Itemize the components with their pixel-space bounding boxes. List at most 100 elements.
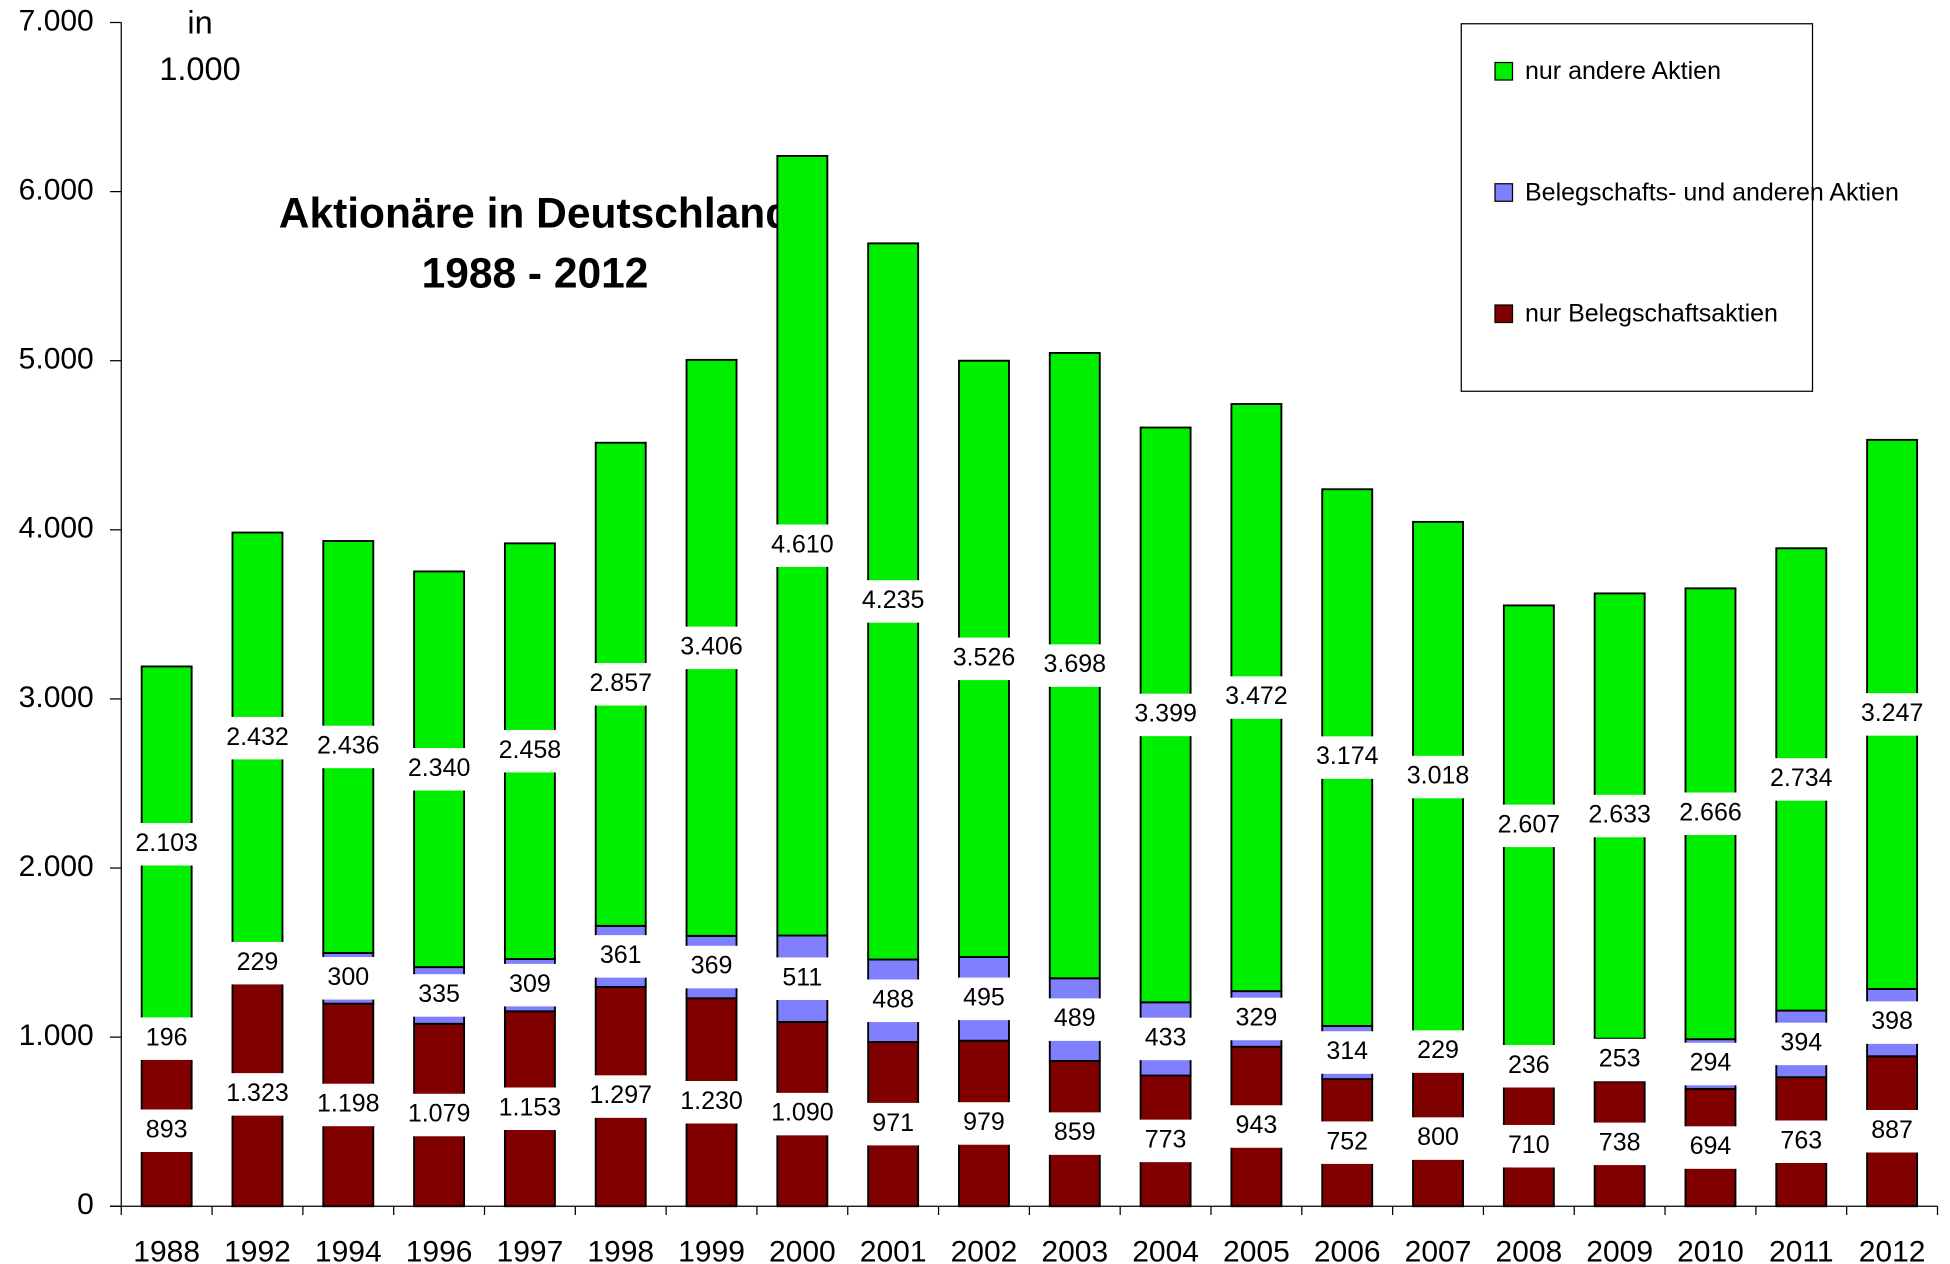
y-tick-label: 6.000 bbox=[19, 174, 94, 207]
data-label-bg bbox=[762, 957, 843, 1000]
data-label-bg bbox=[1307, 1121, 1388, 1164]
data-label-bg bbox=[1216, 1105, 1297, 1148]
data-label-bg bbox=[1125, 693, 1206, 737]
data-label: 3.018 bbox=[1407, 762, 1470, 790]
data-label-bg bbox=[1398, 755, 1479, 799]
data-label: 294 bbox=[1690, 1049, 1732, 1077]
data-label: 979 bbox=[963, 1108, 1005, 1136]
data-label-bg bbox=[1398, 1030, 1479, 1073]
data-label: 196 bbox=[146, 1023, 188, 1051]
data-label-bg bbox=[580, 935, 661, 978]
x-tick-label: 1994 bbox=[315, 1236, 382, 1264]
data-label-bg bbox=[943, 977, 1024, 1021]
data-label: 2.857 bbox=[589, 669, 652, 697]
y-tick-label: 5.000 bbox=[19, 343, 94, 376]
x-tick-label: 2006 bbox=[1314, 1236, 1381, 1264]
data-label-bg bbox=[1125, 1017, 1206, 1061]
data-label-bg bbox=[671, 626, 752, 670]
data-label: 309 bbox=[509, 970, 551, 998]
data-label: 3.247 bbox=[1861, 699, 1924, 727]
data-label: 2.436 bbox=[317, 732, 380, 760]
data-label-bg bbox=[217, 1073, 298, 1116]
data-label-bg bbox=[308, 957, 389, 1000]
legend-swatch bbox=[1494, 304, 1514, 324]
x-tick-label: 2003 bbox=[1041, 1236, 1108, 1264]
legend-swatch bbox=[1494, 183, 1514, 202]
y-tick-label: 2.000 bbox=[19, 850, 94, 883]
data-label-bg bbox=[1670, 1042, 1751, 1086]
data-label: 2.340 bbox=[408, 754, 471, 782]
data-label-bg bbox=[580, 663, 661, 706]
data-label: 1.090 bbox=[771, 1099, 834, 1127]
data-label-bg bbox=[489, 963, 570, 1007]
chart-title: Aktionäre in Deutschland bbox=[279, 190, 791, 237]
data-label-bg bbox=[126, 1017, 207, 1060]
x-tick-label: 2002 bbox=[951, 1236, 1018, 1264]
data-label-bg bbox=[853, 979, 934, 1023]
data-label-bg bbox=[399, 974, 480, 1017]
x-tick-label: 1992 bbox=[224, 1236, 291, 1264]
data-label: 2.432 bbox=[226, 723, 289, 751]
data-label: 1.153 bbox=[499, 1093, 562, 1121]
data-label-bg bbox=[217, 716, 298, 760]
x-tick-label: 2008 bbox=[1495, 1236, 1562, 1264]
data-label-bg bbox=[671, 945, 752, 989]
data-label-bg bbox=[489, 1087, 570, 1131]
data-label-bg bbox=[1852, 1110, 1933, 1153]
x-tick-label: 2011 bbox=[1769, 1236, 1834, 1264]
data-label: 1.297 bbox=[589, 1081, 652, 1109]
data-label: 433 bbox=[1145, 1024, 1187, 1052]
x-tick-label: 2012 bbox=[1859, 1236, 1926, 1264]
data-label-bg bbox=[1761, 1120, 1842, 1163]
data-label: 253 bbox=[1599, 1045, 1641, 1073]
unit-note: in bbox=[187, 5, 212, 41]
data-label: 752 bbox=[1326, 1127, 1368, 1155]
legend-box bbox=[1460, 23, 1814, 392]
data-label-bg bbox=[1398, 1117, 1479, 1160]
data-label: 488 bbox=[872, 985, 914, 1013]
x-tick-label: 1998 bbox=[587, 1236, 654, 1264]
data-label: 495 bbox=[963, 983, 1005, 1011]
data-label-bg bbox=[1761, 758, 1842, 801]
data-label-bg bbox=[1307, 736, 1388, 779]
data-label: 800 bbox=[1417, 1123, 1459, 1151]
data-label: 361 bbox=[600, 941, 642, 969]
chart-subtitle: 1988 - 2012 bbox=[422, 250, 649, 297]
data-label: 2.633 bbox=[1588, 801, 1651, 829]
data-label: 773 bbox=[1145, 1125, 1187, 1153]
data-label: 2.607 bbox=[1498, 810, 1561, 838]
data-label: 4.610 bbox=[771, 530, 834, 558]
data-label-bg bbox=[1670, 1126, 1751, 1169]
y-tick-label: 3.000 bbox=[19, 681, 94, 714]
x-tick-label: 2007 bbox=[1405, 1236, 1472, 1264]
data-label: 314 bbox=[1326, 1037, 1368, 1065]
data-label-bg bbox=[1125, 1119, 1206, 1163]
data-label: 3.472 bbox=[1225, 682, 1288, 710]
data-label: 1.079 bbox=[408, 1100, 471, 1128]
data-label: 335 bbox=[418, 980, 460, 1008]
x-tick-label: 2001 bbox=[860, 1236, 927, 1264]
data-label-bg bbox=[1761, 1022, 1842, 1066]
data-label: 971 bbox=[872, 1109, 914, 1137]
data-label: 2.458 bbox=[499, 736, 562, 764]
data-label: 694 bbox=[1690, 1132, 1732, 1160]
data-label: 3.174 bbox=[1316, 742, 1379, 770]
data-label: 229 bbox=[1417, 1036, 1459, 1064]
data-label: 3.399 bbox=[1134, 700, 1197, 728]
x-tick-label: 1997 bbox=[497, 1236, 564, 1264]
data-label-bg bbox=[399, 1093, 480, 1137]
data-label: 2.734 bbox=[1770, 764, 1833, 792]
data-label-bg bbox=[1488, 1124, 1569, 1168]
y-tick-label: 0 bbox=[77, 1188, 94, 1221]
data-label-bg bbox=[1216, 997, 1297, 1041]
data-label-bg bbox=[399, 748, 480, 791]
unit-note: 1.000 bbox=[159, 51, 240, 87]
data-label: 2.103 bbox=[135, 829, 198, 857]
data-label-bg bbox=[1579, 1038, 1660, 1082]
legend-label: nur Belegschaftsaktien bbox=[1525, 300, 1778, 328]
data-label-bg bbox=[126, 823, 207, 866]
data-label-bg bbox=[1670, 792, 1751, 836]
data-label-bg bbox=[1579, 794, 1660, 838]
data-label-bg bbox=[762, 524, 843, 567]
